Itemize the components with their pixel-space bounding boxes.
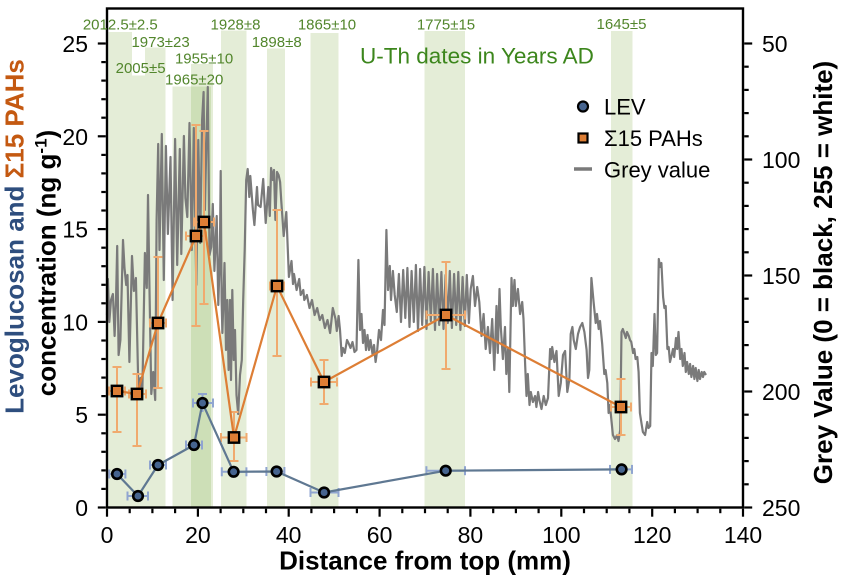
svg-text:2012.5±2.5: 2012.5±2.5	[83, 17, 158, 34]
svg-text:60: 60	[367, 522, 393, 548]
svg-text:Σ15 PAHs: Σ15 PAHs	[604, 126, 703, 151]
svg-text:1645±5: 1645±5	[597, 16, 647, 33]
svg-text:U-Th dates in Years AD: U-Th dates in Years AD	[360, 44, 594, 69]
svg-text:150: 150	[762, 263, 800, 289]
svg-text:1865±10: 1865±10	[298, 17, 356, 34]
svg-text:100: 100	[542, 522, 580, 548]
svg-text:140: 140	[724, 522, 762, 548]
svg-text:concentration (ng g-1): concentration (ng g-1)	[31, 130, 62, 396]
svg-text:LEV: LEV	[604, 95, 646, 120]
svg-text:80: 80	[458, 522, 484, 548]
svg-text:1775±15: 1775±15	[417, 17, 475, 34]
svg-text:100: 100	[762, 147, 800, 173]
svg-text:120: 120	[633, 522, 671, 548]
svg-text:1955±10: 1955±10	[175, 51, 233, 68]
svg-text:Grey Value (0 = black, 255 = w: Grey Value (0 = black, 255 = white)	[808, 61, 838, 484]
svg-text:10: 10	[62, 309, 88, 335]
svg-text:20: 20	[185, 522, 211, 548]
svg-text:0: 0	[101, 522, 114, 548]
svg-text:1973±23: 1973±23	[131, 34, 189, 51]
svg-text:Levoglucosan and Σ15 PAHs: Levoglucosan and Σ15 PAHs	[0, 59, 30, 414]
svg-text:50: 50	[762, 31, 788, 57]
svg-text:Distance from top (mm): Distance from top (mm)	[279, 546, 571, 576]
svg-text:2005±5: 2005±5	[116, 60, 166, 77]
svg-text:15: 15	[62, 217, 88, 243]
svg-text:20: 20	[62, 124, 88, 150]
svg-text:Grey value: Grey value	[604, 158, 710, 183]
svg-text:1898±8: 1898±8	[252, 34, 302, 51]
svg-text:1965±20: 1965±20	[165, 72, 223, 89]
svg-text:1928±8: 1928±8	[211, 17, 261, 34]
svg-text:0: 0	[75, 495, 88, 521]
svg-text:5: 5	[75, 402, 88, 428]
svg-text:25: 25	[62, 31, 88, 57]
svg-text:40: 40	[276, 522, 302, 548]
svg-text:250: 250	[762, 495, 800, 521]
svg-text:200: 200	[762, 379, 800, 405]
